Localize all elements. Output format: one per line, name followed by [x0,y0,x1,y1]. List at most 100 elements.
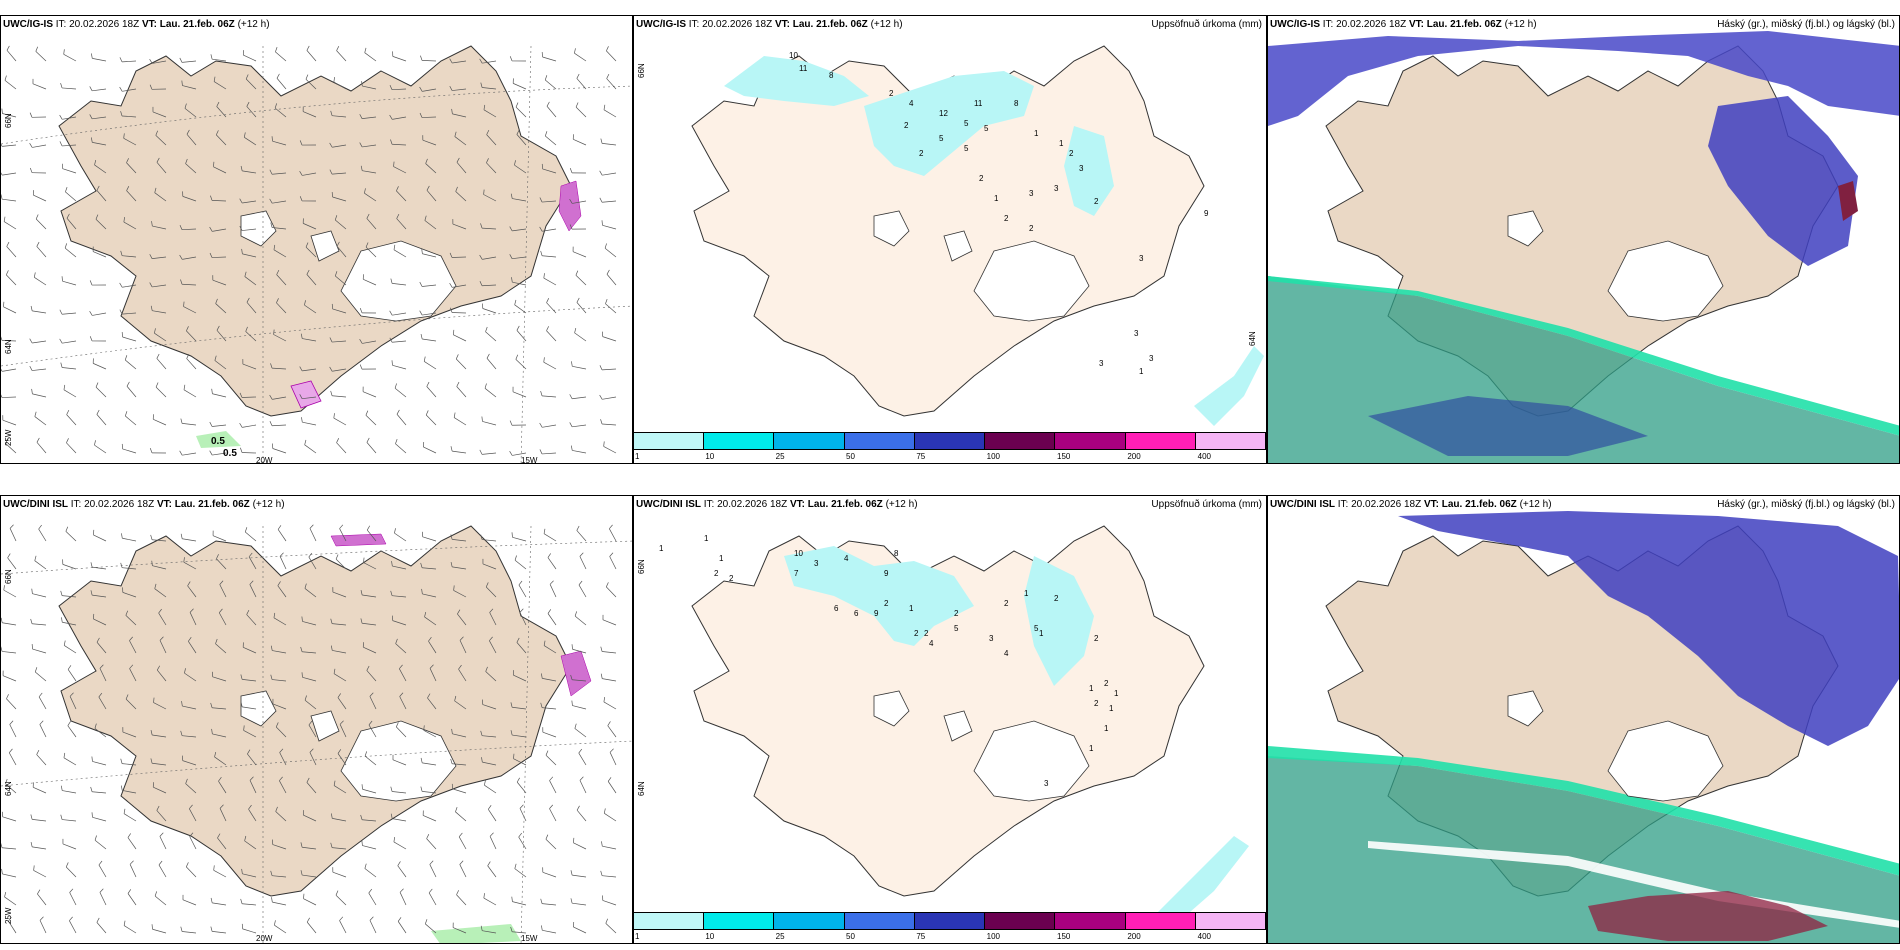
wind-barb-flag [419,310,423,316]
wind-barb-flag [186,129,190,135]
wind-barb [459,640,467,654]
wind-barb [392,565,407,570]
wind-barb-flag [547,553,552,558]
wind-barb [38,528,47,542]
wind-barb [279,780,287,794]
wind-barb-flag [1,368,3,372]
wind-barb [122,537,137,542]
wind-barb [452,450,467,454]
wind-barb [542,452,557,455]
wind-barb-flag [275,806,278,812]
wind-barb [92,566,107,570]
wind-barb [8,752,17,766]
wind-barb [422,338,437,342]
wind-barb [546,330,557,342]
wind-barb [607,725,617,738]
wind-barb-flag [393,161,395,167]
wind-barb-flag [240,898,243,904]
glacier-hofsjokull [943,230,973,262]
wind-barb [272,901,287,906]
wind-barb-flag [428,888,433,894]
wind-barb-flag [304,695,307,701]
wind-barb-flag [514,555,517,561]
wind-barb-flag [390,590,393,596]
wind-barb [392,818,407,822]
wind-barb-flag [300,333,303,339]
precip-value: 2 [1094,634,1099,643]
wind-barb [212,393,227,398]
wind-barb [304,304,317,314]
wind-barb [302,111,317,118]
wind-barb-flag [149,254,153,259]
wind-barb-flag [333,780,336,786]
wind-barb-flag [30,841,33,847]
wind-barb [152,539,167,542]
panel-title: UWC/DINI ISL IT: 20.02.2026 18Z VT: Lau.… [636,499,918,510]
wind-barb [512,256,527,260]
wind-barb [362,594,377,598]
wind-barb [248,808,257,822]
glacier-langjokull [873,690,910,727]
wind-barb-flag [119,309,123,315]
wind-barb-flag [244,835,247,841]
wind-barb-flag [579,776,584,781]
wind-label-2: 0.5 [223,448,237,459]
wind-barb [125,359,137,370]
wind-barb [512,281,527,286]
wind-barb-flag [127,833,132,838]
wind-barb [152,284,167,288]
wind-barb-flag [245,326,248,332]
precip-value: 1 [1039,629,1044,638]
wind-barb-flag [574,48,576,54]
wind-barb-flag [155,130,159,136]
colorbar-swatch [774,913,845,929]
wind-barb-flag [576,297,580,303]
wind-barb-flag [65,526,69,532]
wind-barb [244,276,257,286]
wind-barb [302,651,317,654]
wind-barb-flag [483,189,485,195]
wind-barb-flag [514,299,517,305]
wind-barb [211,200,227,202]
wind-barb [122,115,137,118]
wind-barb [423,815,437,822]
wind-barb [482,452,497,455]
wind-barb-flag [450,758,453,764]
wind-barb [454,136,467,146]
wind-barb-flag [359,308,363,313]
wind-barb-flag [429,860,434,865]
wind-barb-flag [123,920,126,926]
wind-barb [362,622,377,626]
wind-barb-flag [330,842,333,848]
wind-barb-flag [364,188,366,194]
wind-barb [512,901,527,906]
wind-barb [217,837,227,850]
wind-barb [576,78,587,90]
wind-barb-flag [336,438,340,443]
wind-barb [154,192,167,202]
wind-barb [65,866,77,878]
wind-barb-flag [187,581,191,586]
precip-patch-south [196,431,241,448]
wind-barb-flag [571,361,573,367]
wind-barb [606,274,617,286]
wind-barb [158,864,167,878]
wind-barb-flag [216,325,220,331]
wind-barb-flag [127,889,132,894]
wind-barb-flag [603,696,606,703]
wind-barb-flag [29,142,33,148]
wind-barb-flag [188,637,192,642]
dense-cloud-spot [1838,181,1858,221]
wind-barb [212,279,227,286]
wind-barb-flag [334,215,338,221]
wind-barb [549,584,557,598]
colorbar-swatch [914,433,986,449]
wind-barb [92,791,107,794]
wind-barb-flag [210,195,213,201]
precip-value: 1 [1089,684,1094,693]
wind-barb-flag [304,583,307,589]
wind-barb-flag [277,581,281,586]
map-panel-clouds-top: UWC/IG-IS IT: 20.02.2026 18Z VT: Lau. 21… [1267,15,1900,464]
wind-barb [332,395,347,398]
